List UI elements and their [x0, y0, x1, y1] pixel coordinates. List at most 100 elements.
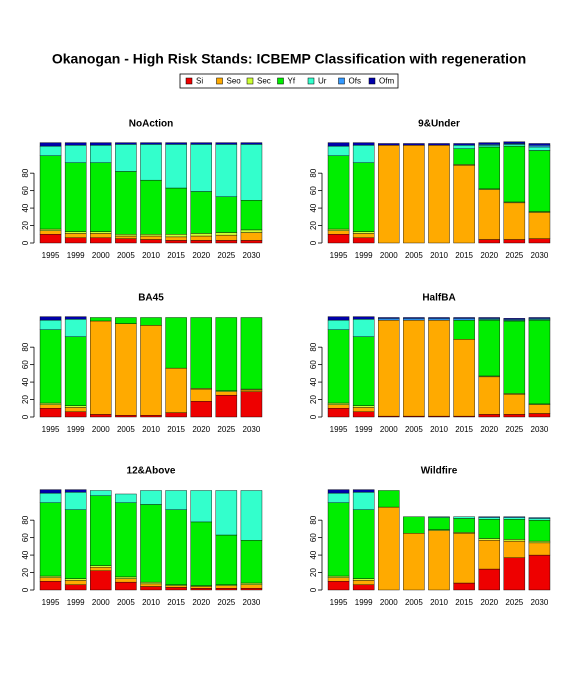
bar-segment	[378, 319, 400, 417]
bar-segment	[528, 143, 551, 146]
bar-segment	[403, 319, 425, 417]
bar-segment	[352, 411, 375, 418]
bar-segment	[453, 165, 475, 244]
y-tick-label: 80	[309, 168, 318, 177]
bar-segment	[428, 517, 450, 530]
x-tick-label: 2020	[480, 251, 498, 260]
x-tick-label: 2010	[142, 251, 160, 260]
bar-segment	[528, 238, 551, 244]
bar-segment	[64, 142, 87, 146]
bar-segment	[478, 538, 500, 541]
bar-segment	[115, 502, 137, 578]
x-tick-label: 2025	[505, 598, 523, 607]
bar-segment	[90, 162, 112, 232]
panel-title: Wildfire	[421, 466, 458, 477]
bar-segment	[428, 317, 450, 319]
bar-segment	[190, 191, 212, 234]
bar-segment	[327, 404, 350, 409]
bar-segment	[528, 540, 551, 544]
x-tick-label: 2005	[117, 251, 135, 260]
bar-segment	[240, 240, 263, 244]
bar-segment	[327, 408, 350, 418]
bar-segment	[403, 516, 425, 534]
bar-segment	[39, 408, 62, 418]
bar-segment	[352, 492, 375, 510]
bar-segment	[378, 143, 400, 146]
bar-segment	[90, 495, 112, 566]
bar-segment	[90, 320, 112, 415]
bar-segment	[240, 588, 263, 591]
bar-segment	[39, 492, 62, 503]
bar-segment	[478, 145, 500, 148]
bar-segment	[215, 490, 238, 536]
bar-segment	[64, 237, 87, 244]
bar-segment	[64, 319, 87, 337]
bar-segment	[39, 145, 62, 156]
y-tick-label: 40	[309, 550, 318, 559]
x-tick-label: 2005	[117, 425, 135, 434]
bar-segment	[90, 231, 112, 234]
bar-segment	[503, 318, 526, 320]
bar-segment	[478, 516, 500, 518]
x-tick-label: 2000	[92, 251, 110, 260]
bar-segment	[215, 588, 238, 591]
bar-segment	[240, 144, 263, 201]
bar-segment	[165, 144, 187, 189]
bar-segment	[64, 509, 87, 579]
legend-swatch	[246, 77, 254, 85]
legend-label: Si	[196, 77, 203, 86]
bar-segment	[64, 580, 87, 585]
bar-segment	[64, 231, 87, 234]
bar-segment	[403, 143, 425, 146]
bar-segment	[478, 317, 500, 319]
x-tick-label: 1999	[355, 425, 373, 434]
bar-segment	[140, 490, 162, 505]
y-tick-label: 60	[21, 360, 30, 369]
bar-segment	[39, 402, 62, 405]
x-tick-label: 2015	[167, 598, 185, 607]
bar-segment	[39, 234, 62, 244]
bar-segment	[352, 580, 375, 585]
bar-segment	[503, 141, 526, 144]
x-tick-label: 2025	[505, 251, 523, 260]
bar-segment	[165, 234, 187, 238]
bar-segment	[528, 554, 551, 591]
x-tick-label: 2000	[380, 598, 398, 607]
x-tick-label: 2025	[505, 425, 523, 434]
bar-segment	[478, 517, 500, 520]
bar-segment	[327, 230, 350, 235]
bar-segment	[90, 317, 112, 322]
bar-segment	[327, 575, 350, 578]
bar-segment	[90, 565, 112, 568]
y-tick-label: 60	[21, 186, 30, 195]
bar-segment	[240, 142, 263, 145]
bar-segment	[528, 319, 551, 405]
bar-segment	[403, 145, 425, 244]
bar-segment	[403, 318, 425, 321]
bar-segment	[240, 229, 263, 233]
x-tick-label: 2000	[380, 251, 398, 260]
bar-segment	[327, 489, 350, 494]
bar-segment	[327, 228, 350, 231]
bar-segment	[352, 162, 375, 232]
bar-segment	[64, 492, 87, 510]
bar-segment	[503, 145, 526, 203]
bar-segment	[115, 171, 137, 235]
y-tick-label: 40	[309, 203, 318, 212]
x-tick-label: 2020	[480, 425, 498, 434]
bar-segment	[140, 504, 162, 583]
bar-segment	[352, 237, 375, 244]
bar-segment	[90, 237, 112, 244]
bar-segment	[140, 179, 162, 235]
bar-segment	[352, 316, 375, 320]
bar-segment	[240, 389, 263, 392]
bar-segment	[190, 240, 212, 244]
bar-segment	[453, 145, 475, 149]
bar-segment	[140, 235, 162, 240]
bar-segment	[478, 376, 500, 415]
bar-segment	[240, 317, 263, 390]
bar-segment	[503, 414, 526, 418]
x-tick-label: 2025	[217, 251, 235, 260]
bar-segment	[115, 581, 137, 591]
bar-segment	[64, 145, 87, 163]
